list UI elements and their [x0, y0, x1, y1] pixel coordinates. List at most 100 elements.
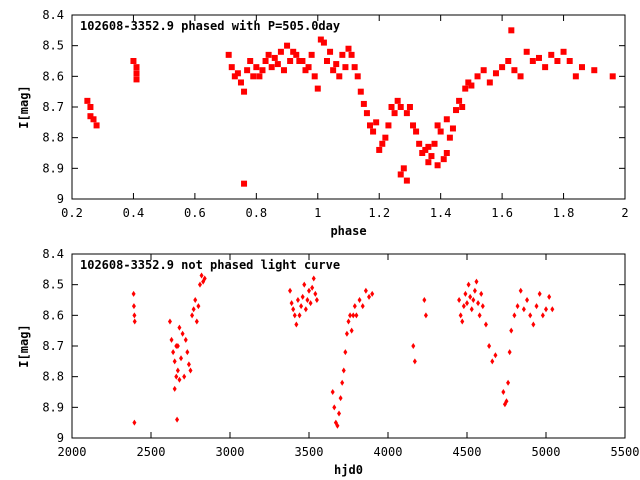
data-point	[293, 51, 300, 58]
data-point	[537, 290, 542, 297]
data-point	[480, 303, 485, 310]
data-point	[241, 88, 248, 95]
data-point	[363, 287, 368, 294]
data-point	[521, 306, 526, 313]
data-point	[256, 73, 263, 80]
data-point	[544, 306, 548, 313]
data-point	[132, 419, 137, 426]
data-point	[179, 355, 184, 362]
data-point	[492, 70, 499, 77]
data-point	[339, 51, 346, 58]
data-point	[295, 297, 300, 303]
data-point	[509, 327, 514, 334]
data-point	[453, 107, 460, 114]
data-point	[93, 122, 100, 129]
data-point	[463, 290, 468, 297]
data-point	[185, 349, 190, 356]
data-point	[291, 306, 296, 313]
data-point	[410, 122, 417, 129]
data-point	[344, 330, 349, 337]
x-tick-label: 4500	[453, 445, 482, 459]
data-point	[131, 290, 136, 297]
data-point	[517, 73, 524, 80]
data-point	[531, 321, 536, 328]
data-point	[311, 275, 316, 282]
x-axis-title: hjd0	[334, 463, 363, 477]
data-point	[177, 376, 182, 383]
data-point	[354, 312, 359, 319]
data-point	[416, 140, 423, 147]
data-point	[287, 58, 294, 64]
data-point	[288, 287, 293, 294]
x-tick-label: 5500	[611, 445, 640, 459]
y-tick-label: 8.8	[42, 370, 64, 384]
data-point	[271, 54, 278, 61]
data-point	[323, 58, 330, 64]
data-point	[338, 395, 343, 402]
data-point	[412, 358, 417, 365]
data-point	[406, 104, 413, 110]
data-point	[262, 58, 269, 64]
data-point	[131, 303, 136, 310]
data-point	[351, 312, 356, 319]
y-axis-title: I[mag]	[17, 324, 31, 367]
x-tick-label: 1.4	[430, 206, 452, 220]
data-point	[518, 287, 523, 294]
data-point	[174, 373, 179, 380]
data-point	[130, 58, 137, 64]
data-point	[466, 281, 471, 288]
data-point	[182, 373, 187, 380]
data-point	[554, 58, 561, 64]
data-point	[431, 140, 438, 147]
data-point	[199, 272, 204, 279]
data-point	[459, 104, 466, 110]
data-point	[506, 379, 511, 386]
data-point	[465, 79, 472, 86]
data-point	[535, 54, 542, 61]
x-tick-label: 1.6	[491, 206, 513, 220]
data-point	[197, 281, 202, 288]
data-point	[357, 297, 362, 303]
data-point	[313, 290, 318, 297]
data-point	[443, 150, 450, 156]
y-axis-title: I[mag]	[17, 85, 31, 128]
data-point	[456, 97, 463, 104]
data-point	[434, 122, 441, 129]
data-point	[376, 146, 383, 153]
data-point	[351, 64, 358, 71]
data-point	[167, 318, 172, 325]
data-point	[294, 321, 299, 328]
plot-frame-0	[71, 14, 626, 200]
data-point	[348, 51, 355, 58]
data-point	[487, 343, 492, 349]
x-tick-label: 2000	[58, 445, 87, 459]
data-point	[349, 327, 354, 334]
data-point	[397, 104, 404, 110]
data-point	[591, 67, 598, 74]
data-point	[468, 293, 473, 300]
data-point	[177, 324, 182, 331]
data-point	[259, 67, 266, 74]
x-tick-label: 2	[621, 206, 628, 220]
data-point	[336, 73, 343, 80]
data-point	[363, 110, 370, 117]
data-point	[302, 281, 307, 288]
data-point	[403, 110, 410, 117]
data-point	[468, 82, 475, 89]
data-point	[357, 88, 364, 95]
data-point	[342, 64, 349, 71]
data-point	[388, 104, 395, 110]
data-point	[284, 42, 291, 49]
panel-title: 102608-3352.9 phased with P=505.0day	[80, 19, 340, 33]
data-point	[225, 51, 232, 58]
x-tick-label: 2500	[137, 445, 166, 459]
data-point	[340, 379, 345, 386]
data-point	[425, 159, 432, 166]
data-point	[289, 300, 294, 307]
data-point	[311, 73, 318, 80]
data-point	[411, 343, 416, 349]
x-tick-label: 1.2	[368, 206, 390, 220]
data-point	[394, 97, 401, 104]
data-point	[202, 275, 207, 282]
